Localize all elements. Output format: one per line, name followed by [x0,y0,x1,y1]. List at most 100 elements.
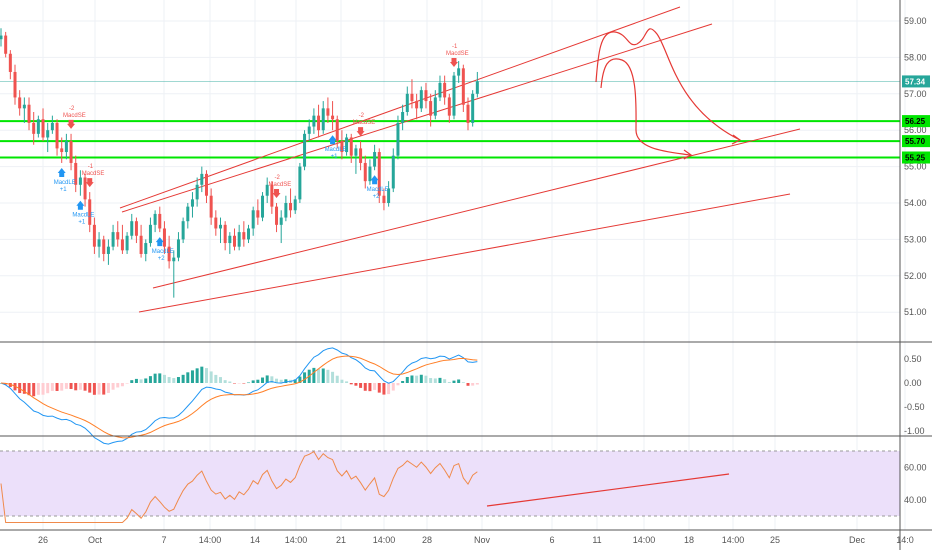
rsi-trendline [486,473,730,507]
macd-histogram-bar [279,379,283,383]
macd-histogram-bar [312,367,316,383]
macd-histogram-bar [144,378,148,383]
macd-histogram-bar [359,383,363,388]
macd-histogram-bar [209,371,213,383]
macd-histogram-bar [50,383,54,391]
macd-histogram-bar [46,383,50,394]
candle-body [382,195,386,203]
price-tick-label: 56.00 [904,125,927,135]
candle-body [466,104,470,123]
candle-body [359,148,363,163]
sell-signal-label: MacdSE [82,171,105,177]
macd-histogram-bar [321,368,325,383]
macd-histogram-bar [466,383,470,386]
buy-signal-count: +1 [331,154,339,160]
projection-arrow-lower [683,149,693,160]
candle-body [74,162,78,185]
candle-body [279,217,283,225]
macd-histogram-bar [475,383,479,385]
candle-body [433,97,437,116]
time-tick-label: 14:00 [373,535,396,545]
macd-histogram-bar [349,383,353,385]
candle-body [162,228,166,247]
price-axis[interactable]: 59.00 58.00 57.00 56.00 55.00 54.00 53.00 52.00… [904,16,927,317]
macd-histogram-bar [69,383,73,389]
level-badge-label: 55.70 [905,137,926,146]
candle-body [326,108,330,116]
macd-histogram-bar [363,383,367,391]
candle-body [116,232,120,240]
candle-body [275,206,279,225]
grid-lines [0,0,906,530]
time-axis[interactable]: 26 Oct 7 14:00 14 14:00 21 14:00 28 Nov 6 11 14:00 18… [38,535,914,545]
candle-body [88,199,92,225]
macd-histogram-bar [429,378,433,383]
candle-body [83,177,87,200]
macd-histogram-bar [106,383,110,393]
candle-body [452,75,456,116]
candle-body [134,221,138,236]
macd-pane [0,347,479,445]
macd-histogram-bar [134,378,138,383]
projection-arrow-upper [731,134,742,145]
candle-body [50,122,54,131]
candle-body [144,243,148,254]
macd-histogram-bar [64,383,68,389]
macd-histogram-bar [261,377,265,383]
macd-histogram-bar [111,383,115,390]
channel-upper-line [119,6,681,209]
macd-histogram-bar [317,368,321,383]
macd-histogram-bar [88,383,92,393]
macd-histogram-bar [377,383,381,393]
macd-histogram [0,366,479,397]
time-tick-label: 6 [549,535,554,545]
time-tick-label: 21 [336,535,346,545]
candle-body [4,35,8,54]
candle-body [120,239,124,251]
candle-body [111,232,115,247]
candle-body [247,228,251,240]
time-tick-label: Dec [849,535,866,545]
macd-histogram-bar [102,383,106,395]
buy-signal-count: +2 [158,256,166,262]
macd-histogram-bar [270,376,274,383]
candle-body [158,213,162,229]
level-badge-label: 56.25 [905,117,926,126]
candle-body [270,184,274,207]
macd-histogram-bar [195,368,199,383]
macd-histogram-bar [181,374,185,383]
candle-body [172,257,176,262]
candle-body [401,112,405,123]
candle-body [237,232,241,247]
macd-histogram-bar [22,383,26,394]
macd-histogram-bar [74,383,78,391]
time-tick-label: Nov [474,535,491,545]
macd-histogram-bar [237,383,241,384]
macd-histogram-bar [214,374,218,383]
rsi-tick-label: 40.00 [904,495,927,505]
candle-body [139,235,143,254]
macd-histogram-bar [331,371,335,383]
macd-histogram-bar [387,383,391,395]
macd-histogram-bar [233,383,236,384]
macd-histogram-bar [120,383,124,387]
candle-body [265,184,269,196]
candle-body [181,221,185,240]
macd-histogram-bar [242,383,246,384]
macd-axis[interactable]: 0.50 0.00 -0.50 -1.00 [904,354,925,436]
macd-histogram-bar [55,383,59,391]
candle-body [200,173,204,185]
sell-signal-label: MacdSE [353,120,376,126]
candle-body [22,104,26,109]
macd-histogram-bar [36,383,40,395]
candle-body [377,152,381,196]
macd-histogram-bar [27,383,31,396]
macd-histogram-bar [130,380,134,383]
macd-histogram-bar [162,374,166,383]
rsi-axis[interactable]: 60.00 40.00 [904,462,927,505]
candle-body [331,115,335,120]
buy-signal-label: MacdLE [325,147,347,153]
level-badge [902,115,930,128]
candle-body [214,217,218,229]
macd-histogram-bar [335,375,339,383]
